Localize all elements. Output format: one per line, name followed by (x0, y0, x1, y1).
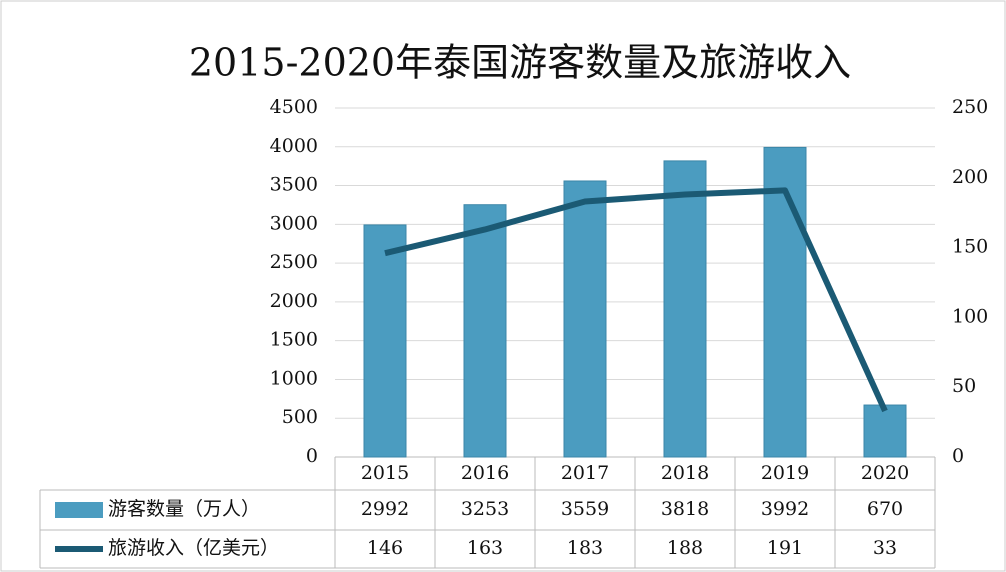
y2-tick-label: 50 (952, 375, 976, 397)
table-value: 3559 (561, 498, 609, 520)
table-value: 3818 (661, 498, 709, 520)
y-tick-label: 2500 (270, 251, 318, 273)
table-value: 188 (667, 537, 703, 559)
table-value: 670 (867, 498, 903, 520)
bar (863, 404, 907, 458)
y-tick-label: 4500 (270, 96, 318, 118)
x-tick-label: 2018 (661, 462, 709, 484)
table-value: 3253 (461, 498, 509, 520)
legend-swatch (55, 502, 103, 518)
bar (363, 224, 407, 458)
y-tick-label: 1500 (270, 329, 318, 351)
x-tick-label: 2017 (561, 462, 609, 484)
y-tick-label: 2000 (270, 290, 318, 312)
y2-tick-label: 200 (952, 166, 988, 188)
bar (463, 204, 507, 458)
x-tick-label: 2019 (761, 462, 809, 484)
chart-title: 2015-2020年泰国游客数量及旅游收入 (189, 41, 851, 85)
y-tick-label: 3500 (270, 174, 318, 196)
table-value: 191 (767, 537, 803, 559)
y2-tick-label: 250 (952, 96, 988, 118)
table-value: 2992 (361, 498, 409, 520)
legend-label: 旅游收入（亿美元） (108, 537, 279, 559)
y-tick-label: 4000 (270, 135, 318, 157)
bar (563, 180, 607, 458)
y-tick-label: 1000 (270, 367, 318, 389)
table-value: 146 (367, 537, 403, 559)
y2-tick-label: 100 (952, 305, 988, 327)
bar (763, 146, 807, 458)
y-tick-label: 500 (282, 406, 318, 428)
table-value: 3992 (761, 498, 809, 520)
table-value: 183 (567, 537, 603, 559)
y-tick-label: 0 (306, 445, 318, 467)
y2-tick-label: 0 (952, 445, 964, 467)
x-tick-label: 2016 (461, 462, 509, 484)
legend-label: 游客数量（万人） (108, 498, 260, 520)
bar (663, 160, 707, 458)
x-tick-label: 2015 (361, 462, 409, 484)
table-value: 33 (873, 537, 897, 559)
y2-tick-label: 150 (952, 236, 988, 258)
line (384, 187, 888, 413)
y-tick-label: 3000 (270, 212, 318, 234)
x-tick-label: 2020 (861, 462, 909, 484)
table-value: 163 (467, 537, 503, 559)
